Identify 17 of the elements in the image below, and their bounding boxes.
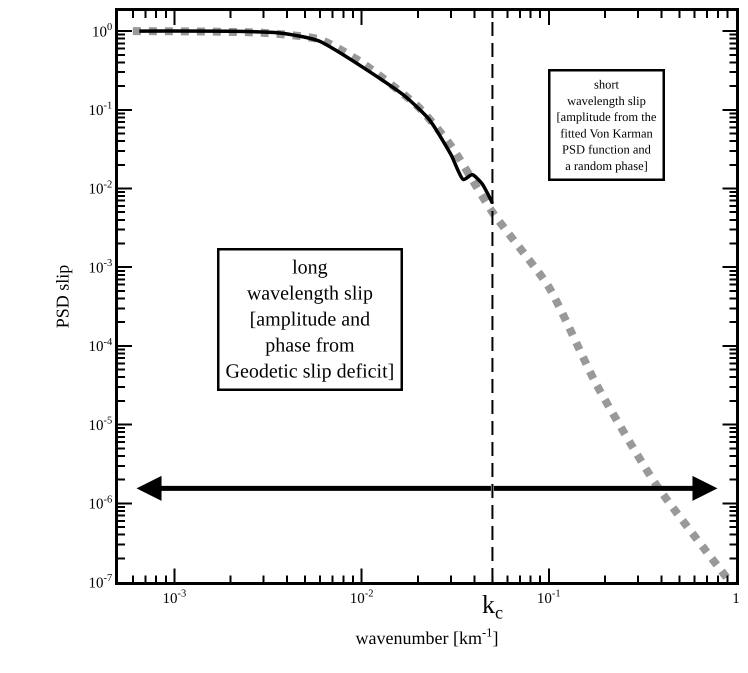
x-tick-label: 10$^{-3}$: [162, 588, 186, 607]
annotation: long wavelength slip [amplitude and phase from Geodetic slip deficit]: [226, 256, 394, 382]
x-tick-label: 10$^{-1}$: [536, 588, 561, 607]
y-tick-label: 10$^{-7}$: [88, 572, 112, 592]
ref-line-label: k$_{c}$: [482, 590, 504, 622]
annotation: short wavelength slip [amplitude from the fitted Von Karman PSD function and a random phase]: [556, 78, 657, 173]
y-tick-label: 10$^{-1}$: [88, 100, 112, 120]
y-tick-label: 10$^{-2}$: [88, 179, 112, 198]
y-tick-label: 10$^{-3}$: [88, 258, 112, 276]
x-tick-label: 10$^{-2}$: [350, 588, 374, 607]
y-tick-label: 10$^{-6}$: [88, 494, 112, 513]
y-axis-title: PSD slip: [52, 264, 73, 328]
y-tick-label: 10$^{-5}$: [88, 416, 112, 434]
y-tick-label: 10$^{0}$: [92, 22, 112, 40]
x-tick-label: 1: [732, 590, 740, 607]
x-axis-title: wavenumber [km$^{-1}$]: [356, 625, 498, 648]
y-tick-label: 10$^{-4}$: [88, 336, 113, 356]
